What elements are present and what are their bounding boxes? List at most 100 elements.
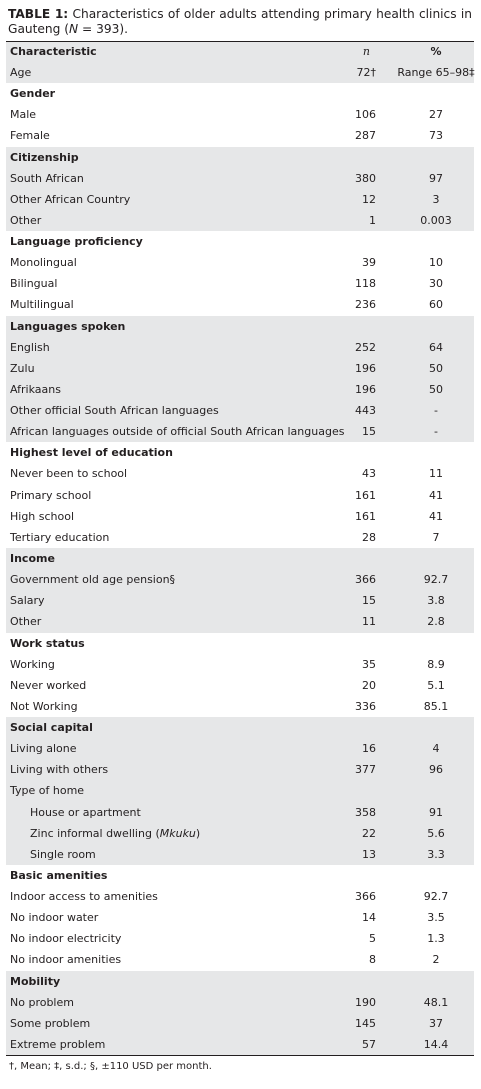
percent-cell: 96	[429, 763, 443, 777]
count-cell: 15	[362, 425, 376, 439]
row-label: Other African Country	[10, 192, 131, 206]
row-label: Multilingual	[10, 298, 74, 312]
count-cell: 190	[355, 995, 376, 1009]
table-row: Afrikaans 196 50	[6, 378, 474, 401]
percent-cell: 64	[429, 340, 443, 354]
table-row: Primary school 161 41	[6, 485, 474, 506]
percent-cell: 8.9	[427, 657, 445, 671]
percent-cell: 85.1	[423, 699, 449, 713]
table-row: Never been to school 43 11	[6, 463, 474, 484]
section-row: Highest level of education	[6, 442, 474, 463]
row-label: Salary	[10, 594, 45, 608]
row-label: Other	[10, 615, 42, 629]
count-cell: 377	[355, 763, 376, 777]
caption: TABLE 1: Characteristics of older adults…	[8, 7, 472, 37]
caption-text: Characteristics of older adults attendin…	[8, 7, 473, 36]
percent-cell: 5.1	[427, 678, 445, 692]
percent-cell: 0.003	[420, 213, 452, 227]
count-cell: 43	[362, 467, 376, 481]
table-row: Living alone 16 4	[6, 738, 474, 760]
section-row: Citizenship	[6, 146, 474, 168]
row-label: Some problem	[10, 1016, 91, 1030]
row-label: High school	[10, 509, 75, 523]
row-label: Primary school	[10, 488, 92, 502]
percent-cell: 41	[429, 488, 443, 502]
table-row: No indoor water 14 3.5	[6, 907, 474, 928]
table-row: Other 1 0.003	[6, 209, 474, 232]
header-row: Characteristic n %	[6, 41, 474, 63]
row-label: Basic amenities	[10, 868, 108, 882]
row-label: Extreme problem	[10, 1037, 106, 1051]
count-cell: 358	[355, 805, 376, 819]
count-cell: 35	[362, 657, 376, 671]
row-label: Type of home	[10, 784, 85, 798]
count-cell: 8	[369, 953, 376, 967]
count-cell: 106	[355, 108, 376, 122]
row-label: No problem	[10, 995, 74, 1009]
count-cell: 22	[362, 826, 376, 840]
row-label: Tertiary education	[10, 530, 110, 544]
row-label: Living alone	[10, 742, 77, 756]
count-cell: 145	[355, 1016, 376, 1030]
table-row: High school 161 41	[6, 506, 474, 527]
count-cell: 161	[355, 488, 376, 502]
table-row: Bilingual 118 30	[6, 273, 474, 294]
count-cell: 380	[355, 171, 376, 185]
count-cell: 5	[369, 932, 376, 946]
table-row: No indoor electricity 5 1.3	[6, 928, 474, 949]
table-row: Single room 13 3.3	[6, 843, 474, 865]
row-label: Other official South African languages	[10, 404, 219, 418]
row-label: No indoor electricity	[10, 932, 122, 946]
row-label: Citizenship	[10, 150, 79, 164]
section-row: Gender	[6, 83, 474, 104]
label-part: Zinc informal dwelling (	[30, 826, 160, 840]
percent-cell: 5.6	[427, 826, 445, 840]
count-cell: 16	[362, 742, 376, 756]
table-row: House or apartment 358 91	[6, 801, 474, 823]
count-cell: 196	[355, 382, 376, 396]
row-label: Never worked	[10, 678, 87, 692]
percent-cell: 27	[429, 108, 443, 122]
header-cell: n	[362, 45, 370, 58]
row-label: Gender	[10, 87, 56, 101]
percent-cell: 2	[432, 953, 440, 967]
row-label: No indoor amenities	[10, 953, 122, 967]
table-row: Male 106 27	[6, 104, 474, 125]
percent-cell: 7	[432, 530, 440, 544]
table-row: Tertiary education 28 7	[6, 527, 474, 548]
row-label: South African	[10, 171, 84, 185]
percent-cell: 3.3	[427, 847, 445, 861]
percent-cell: 10	[429, 256, 443, 270]
percent-cell: 3.5	[427, 911, 445, 925]
count-cell: 443	[355, 404, 376, 418]
row-label: Mobility	[10, 974, 61, 988]
table-row: Multilingual 236 60	[6, 294, 474, 315]
row-label: Single room	[30, 847, 96, 861]
count-cell: 252	[355, 340, 376, 354]
row-label: Afrikaans	[10, 382, 61, 396]
row-label: Language proficiency	[10, 235, 143, 249]
row-label: English	[10, 340, 50, 354]
row-label: Indoor access to amenities	[10, 890, 158, 904]
percent-cell: -	[434, 425, 438, 439]
percent-cell: 41	[429, 509, 443, 523]
percent-cell: 92.7	[423, 573, 449, 587]
count-cell: 13	[362, 847, 376, 861]
row-label: Social capital	[10, 721, 93, 735]
row-label: Working	[10, 657, 55, 671]
row-label: Government old age pension§	[10, 573, 176, 587]
table-row: No indoor amenities 8 2	[6, 949, 474, 970]
footnote: †, Mean; ‡, s.d.; §, ±110 USD per month.	[9, 1061, 212, 1072]
section-row: Mobility	[6, 970, 474, 992]
table-row: Some problem 145 37	[6, 1012, 474, 1034]
table-row: Zinc informal dwelling (Mkuku) 22 5.6	[6, 822, 474, 844]
percent-cell: 14.4	[423, 1037, 449, 1051]
row-label: Not Working	[10, 699, 78, 713]
row-label: Living with others	[10, 763, 109, 777]
label-part: Mkuku	[159, 826, 196, 840]
row-label: Never been to school	[10, 467, 128, 481]
percent-cell: 3	[432, 192, 440, 206]
row-label: Female	[10, 129, 50, 143]
header-cell: %	[430, 45, 442, 58]
table-row: Indoor access to amenities 366 92.7	[6, 886, 474, 907]
